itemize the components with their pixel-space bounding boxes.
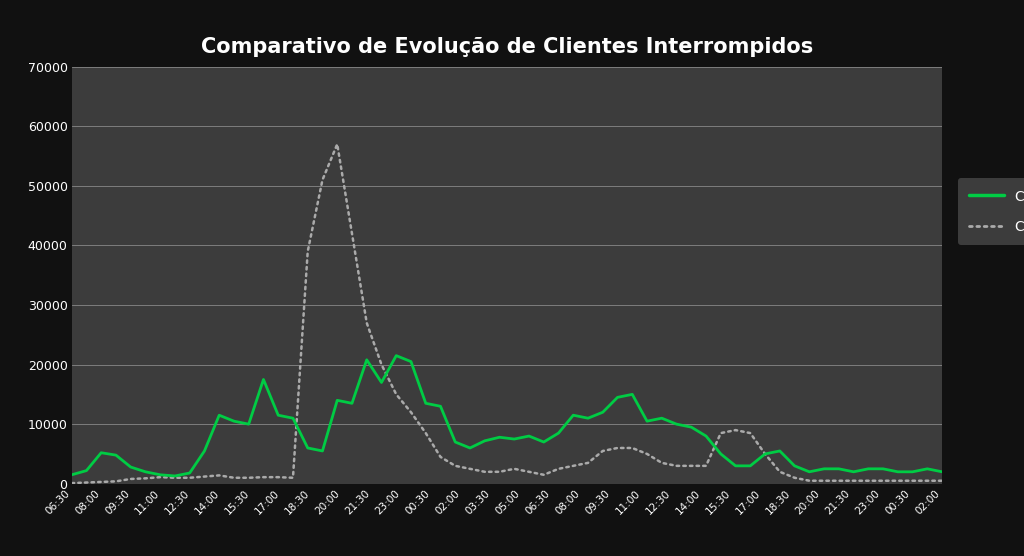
CI 10/03 xyxy=(936,469,948,475)
CI 10/03 xyxy=(360,356,373,363)
CI 10/03 xyxy=(66,471,78,478)
Line: CI 10/03: CI 10/03 xyxy=(72,356,942,476)
CI 23/03 xyxy=(213,472,225,479)
CI 23/03 xyxy=(287,474,299,481)
Title: Comparativo de Evolução de Clientes Interrompidos: Comparativo de Evolução de Clientes Inte… xyxy=(201,37,813,57)
CI 10/03 xyxy=(227,418,240,425)
CI 10/03 xyxy=(641,418,653,425)
CI 10/03 xyxy=(390,353,402,359)
CI 23/03 xyxy=(331,141,343,147)
CI 23/03 xyxy=(626,445,638,451)
CI 10/03 xyxy=(376,379,388,386)
CI 23/03 xyxy=(360,320,373,326)
CI 10/03 xyxy=(331,397,343,404)
Legend: CI 10/03, CI 23/03: CI 10/03, CI 23/03 xyxy=(957,178,1024,245)
CI 23/03 xyxy=(316,177,329,183)
CI 23/03 xyxy=(66,480,78,486)
Line: CI 23/03: CI 23/03 xyxy=(72,144,942,483)
CI 23/03 xyxy=(936,478,948,484)
CI 23/03 xyxy=(376,361,388,368)
CI 10/03 xyxy=(169,473,181,479)
CI 10/03 xyxy=(302,445,314,451)
